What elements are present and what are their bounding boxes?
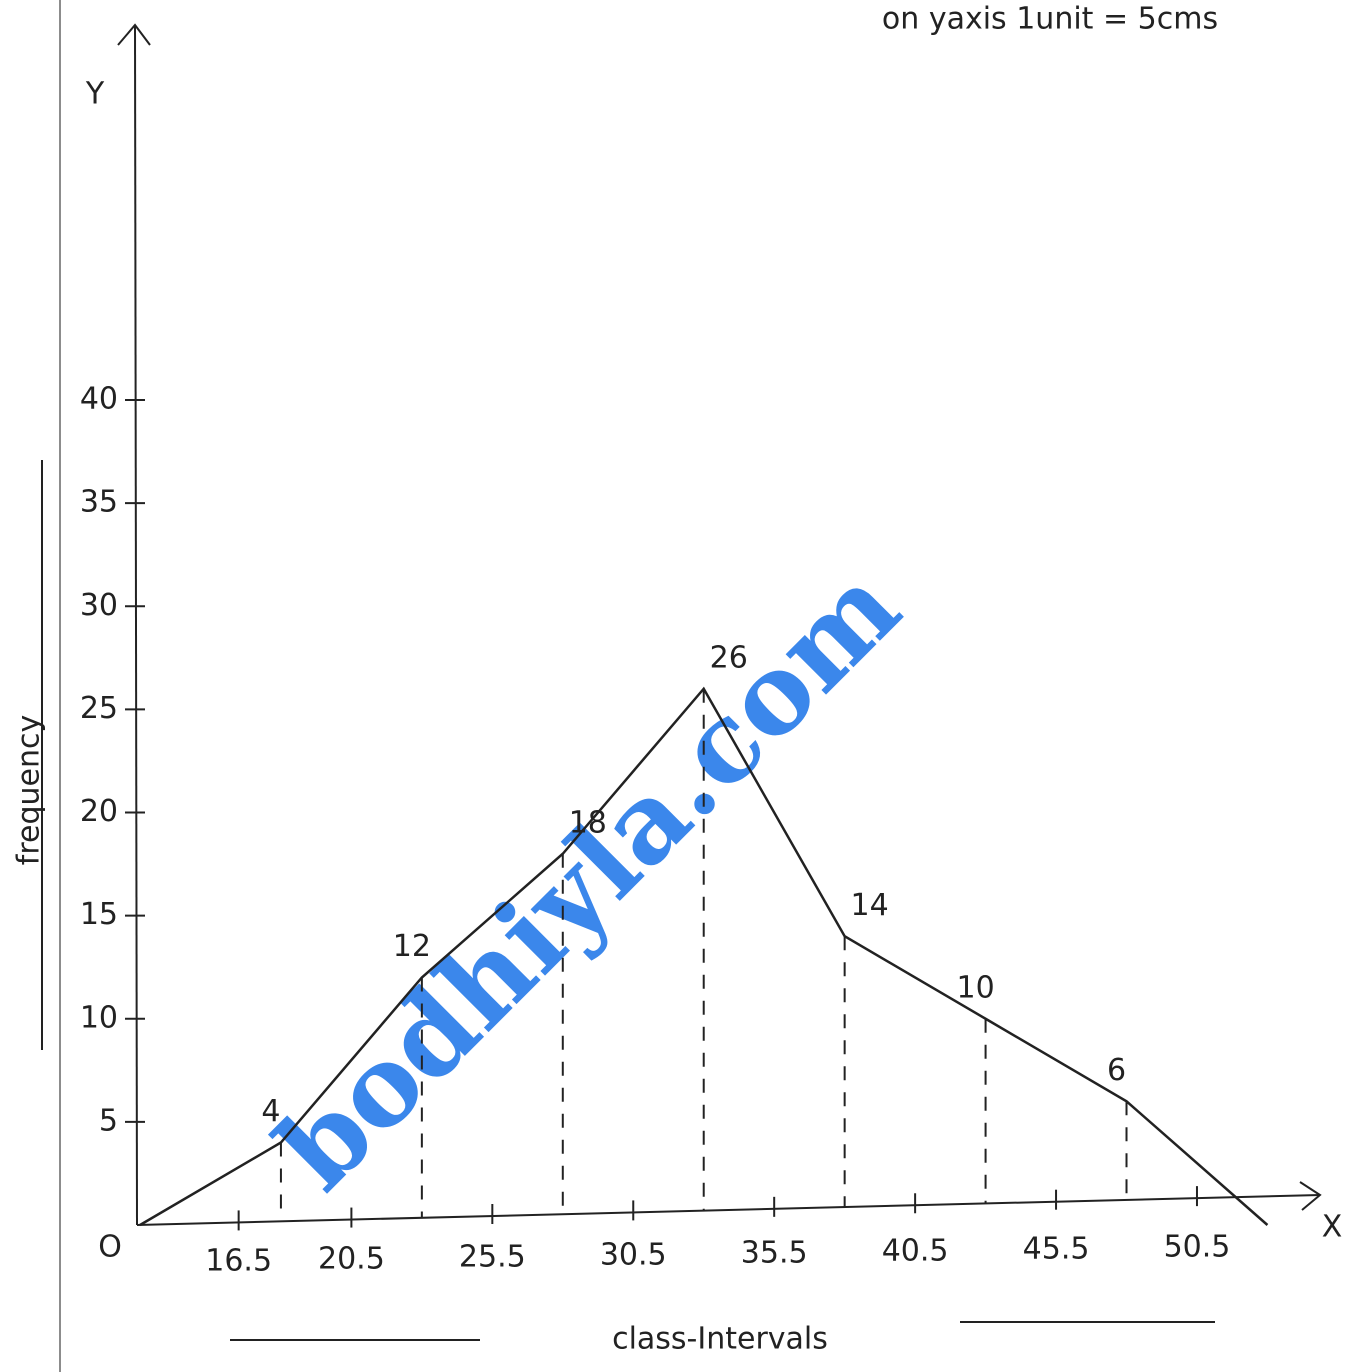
y-tick-label: 10 (80, 1000, 118, 1035)
data-label: 10 (956, 970, 994, 1005)
origin-label: O (98, 1230, 122, 1265)
watermark: bodhiyla.com (252, 542, 924, 1214)
data-label: 26 (710, 640, 748, 675)
y-axis-title: frequency (12, 715, 47, 865)
data-label: 4 (261, 1094, 280, 1129)
y-tick-label: 15 (80, 897, 118, 932)
data-label: 14 (851, 888, 889, 923)
y-tick-label: 40 (80, 382, 118, 417)
y-tick-label: 30 (80, 588, 118, 623)
x-tick-label: 45.5 (1023, 1232, 1090, 1267)
data-label: 12 (393, 929, 431, 964)
arrow-head (117, 23, 151, 46)
x-tick-label: 40.5 (882, 1234, 949, 1269)
y-axis-name: Y (85, 77, 105, 112)
x-axis (136, 1194, 1321, 1226)
scale-note: on yaxis 1unit = 5cms (882, 2, 1218, 37)
y-tick-label: 20 (80, 794, 118, 829)
arrow-head (1299, 1181, 1322, 1211)
x-tick-label: 20.5 (318, 1242, 385, 1277)
y-tick-label: 35 (80, 485, 118, 520)
x-axis-title: class-Intervals (612, 1322, 828, 1357)
x-tick-label: 30.5 (600, 1238, 667, 1273)
data-label: 6 (1107, 1053, 1126, 1088)
y-tick-label: 25 (80, 691, 118, 726)
y-tick-label: 5 (99, 1103, 118, 1138)
x-tick-label: 50.5 (1164, 1230, 1231, 1265)
data-label: 18 (569, 805, 607, 840)
x-tick-label: 16.5 (205, 1244, 272, 1279)
y-axis (134, 24, 138, 1226)
x-tick-label: 35.5 (741, 1236, 808, 1271)
x-tick-label: 25.5 (459, 1240, 526, 1275)
x-axis-name: X (1322, 1210, 1343, 1245)
